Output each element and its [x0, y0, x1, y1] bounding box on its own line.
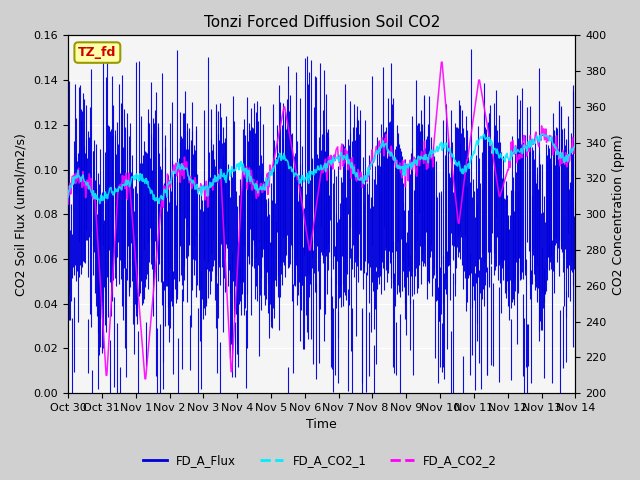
Legend: FD_A_Flux, FD_A_CO2_1, FD_A_CO2_2: FD_A_Flux, FD_A_CO2_1, FD_A_CO2_2 — [138, 449, 502, 472]
Title: Tonzi Forced Diffusion Soil CO2: Tonzi Forced Diffusion Soil CO2 — [204, 15, 440, 30]
Y-axis label: CO2 Soil Flux (umol/m2/s): CO2 Soil Flux (umol/m2/s) — [15, 133, 28, 296]
X-axis label: Time: Time — [307, 419, 337, 432]
Text: TZ_fd: TZ_fd — [78, 46, 116, 59]
Bar — [68, 36, 575, 393]
Y-axis label: CO2 Concentration (ppm): CO2 Concentration (ppm) — [612, 134, 625, 295]
